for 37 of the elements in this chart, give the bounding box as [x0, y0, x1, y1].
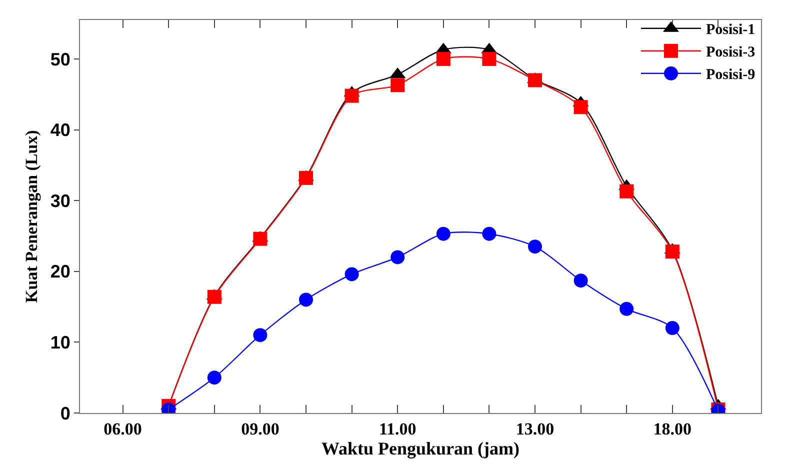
point	[574, 274, 588, 288]
point	[528, 73, 542, 88]
point	[390, 250, 405, 264]
y-tick-label: 50	[50, 49, 70, 70]
x-tick-label: 13.00	[516, 419, 554, 438]
point	[390, 78, 405, 92]
point	[344, 267, 359, 282]
x-tick-label: 18.00	[653, 419, 692, 438]
x-tick-label: 11.00	[378, 419, 416, 438]
point	[299, 170, 313, 185]
point	[253, 328, 268, 342]
y-tick-label: 20	[50, 262, 70, 282]
x-tick-label: 06.00	[104, 419, 142, 438]
point	[620, 302, 634, 316]
point	[436, 52, 450, 66]
point	[207, 290, 222, 304]
point	[436, 226, 450, 241]
y-tick-label: 40	[50, 120, 70, 140]
point	[528, 240, 542, 254]
point	[207, 370, 222, 385]
point	[574, 100, 588, 114]
legend-label: Posisi-9	[706, 67, 756, 84]
y-axis-title: Kuat Penerangan (Lux)	[22, 130, 41, 303]
point	[482, 52, 496, 66]
point	[299, 292, 313, 307]
y-tick-label: 0	[60, 403, 70, 424]
point	[665, 321, 680, 336]
point	[620, 184, 634, 198]
point	[665, 244, 680, 259]
y-tick-label: 10	[50, 332, 70, 352]
y-tick-label: 30	[50, 190, 70, 211]
point	[253, 232, 268, 246]
x-tick-label: 09.00	[241, 419, 280, 438]
x-axis-title: Waktu Pengukuran (jam)	[321, 438, 520, 458]
legend-label: Posisi-3	[706, 44, 756, 61]
point	[482, 226, 496, 241]
legend-label: Posisi-1	[706, 22, 756, 38]
